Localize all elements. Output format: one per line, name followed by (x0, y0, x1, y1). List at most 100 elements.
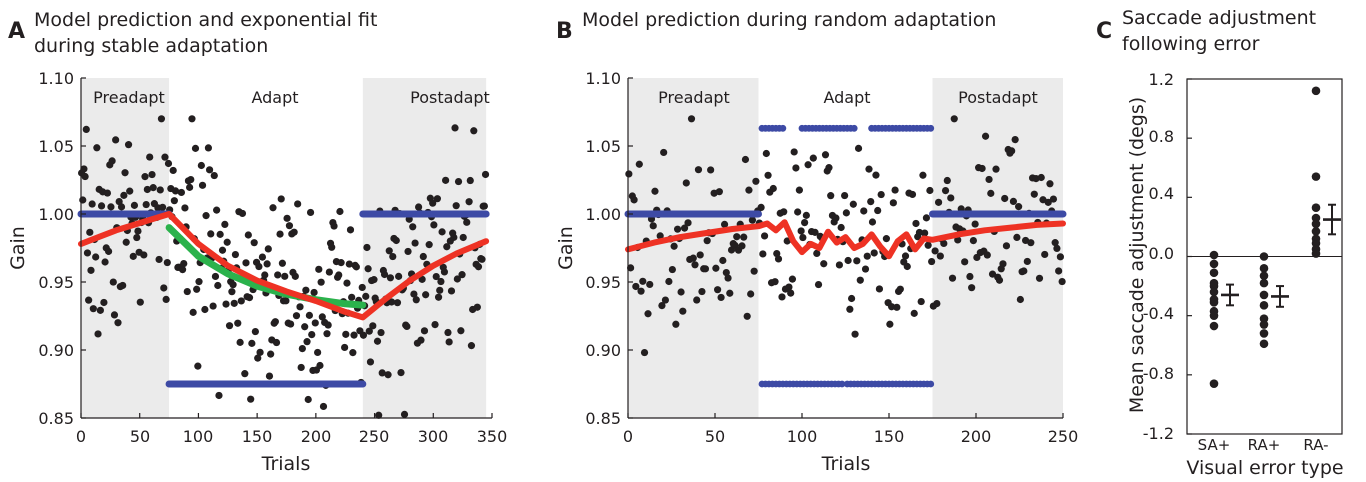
trial-point (445, 338, 453, 346)
trial-point (108, 157, 116, 165)
trial-point (94, 330, 102, 338)
trial-point (191, 144, 200, 152)
trial-point (854, 144, 863, 152)
trial-point (148, 170, 156, 179)
trial-point (802, 211, 810, 219)
adjustment-point (1259, 278, 1269, 288)
trial-point (644, 310, 652, 318)
trial-point (272, 338, 281, 347)
random-target-point (838, 380, 846, 388)
trial-point (303, 338, 311, 346)
trial-point (872, 171, 880, 179)
trial-point (717, 293, 725, 302)
adjustment-point (1259, 329, 1269, 338)
trial-point (202, 212, 210, 220)
trial-point (124, 141, 133, 149)
trial-point (640, 348, 649, 357)
trial-point (853, 257, 861, 265)
trial-point (294, 200, 302, 208)
adjustment-point (1259, 314, 1269, 323)
trial-point (234, 319, 242, 327)
trial-point (752, 177, 760, 185)
trial-point (422, 291, 430, 299)
trial-point (126, 187, 134, 195)
trial-point (387, 298, 396, 306)
trial-point (870, 249, 878, 257)
trial-point (724, 274, 732, 282)
trial-point (88, 200, 96, 208)
trial-point (101, 258, 109, 266)
adjustment-point (1311, 86, 1321, 96)
trial-point (319, 402, 328, 411)
trial-point (274, 271, 282, 279)
trial-point (389, 252, 397, 261)
panel-a-ytick: 0.95 (38, 273, 74, 292)
trial-point (392, 236, 400, 245)
trial-point (915, 228, 924, 237)
panel-a-xtick: 100 (183, 427, 214, 446)
trial-point (215, 391, 223, 400)
trial-point (83, 249, 92, 257)
trial-point (342, 330, 350, 338)
trial-point (1051, 239, 1059, 247)
trial-point (87, 266, 95, 274)
adjustment-point (1311, 203, 1321, 212)
trial-point (1001, 194, 1009, 203)
trial-point (966, 272, 974, 281)
trial-point (741, 155, 750, 164)
trial-point (130, 201, 139, 209)
trial-point (278, 259, 286, 267)
adjustment-point (1209, 287, 1219, 297)
panel-b-region-adapt: Adapt (823, 88, 870, 107)
trial-point (156, 186, 164, 194)
panel-b-letter: B (556, 19, 573, 44)
trial-point (343, 279, 351, 287)
panel-b-region-labels: Preadapt Adapt Postadapt (658, 88, 1038, 107)
trial-point (687, 115, 696, 123)
trial-point (114, 319, 122, 327)
trial-point (637, 287, 645, 295)
trial-point (926, 186, 934, 195)
panel-c-ytick: -0.4 (1143, 304, 1174, 323)
trial-point (258, 253, 267, 261)
panel-a-ytick: 0.85 (38, 409, 74, 428)
trial-point (177, 188, 186, 197)
trial-point (783, 237, 791, 245)
trial-point (919, 171, 927, 179)
trial-point (910, 309, 918, 317)
trial-point (384, 371, 392, 379)
panel-c-y-tick-labels: 1.2 0.8 0.4 0.0 -0.4 -0.8 -1.2 (1143, 70, 1174, 443)
trial-point (283, 214, 291, 222)
trial-point (261, 271, 269, 279)
trial-point (236, 338, 244, 346)
panel-b-x-axis-label: Trials (821, 453, 871, 475)
trial-point (457, 327, 465, 335)
trial-point (201, 305, 209, 314)
panel-a-regions (81, 78, 487, 418)
trial-point (797, 227, 805, 235)
trial-point (373, 337, 382, 345)
trial-point (1020, 267, 1028, 275)
trial-point (847, 294, 856, 303)
trial-point (112, 136, 120, 144)
trial-point (661, 296, 670, 304)
trial-point (180, 260, 188, 268)
panel-c-mean-error-bars (1221, 203, 1341, 308)
trial-point (954, 236, 962, 244)
trial-point (660, 148, 668, 157)
panel-b-ytick: 0.95 (585, 273, 621, 292)
trial-point (161, 153, 169, 161)
trial-point (110, 311, 119, 319)
panel-c-category: SA+ (1198, 436, 1231, 454)
region-shade (932, 78, 1063, 418)
trial-point (431, 321, 439, 329)
trial-point (981, 132, 990, 140)
trial-point (163, 258, 171, 267)
trial-point (79, 196, 87, 204)
trial-point (788, 275, 797, 283)
trial-point (378, 369, 386, 377)
trial-point (287, 320, 295, 328)
trial-point (947, 194, 955, 202)
trial-point (311, 319, 319, 327)
panel-b-x-tick-labels: 0 50 100 150 200 250 (623, 427, 1078, 446)
